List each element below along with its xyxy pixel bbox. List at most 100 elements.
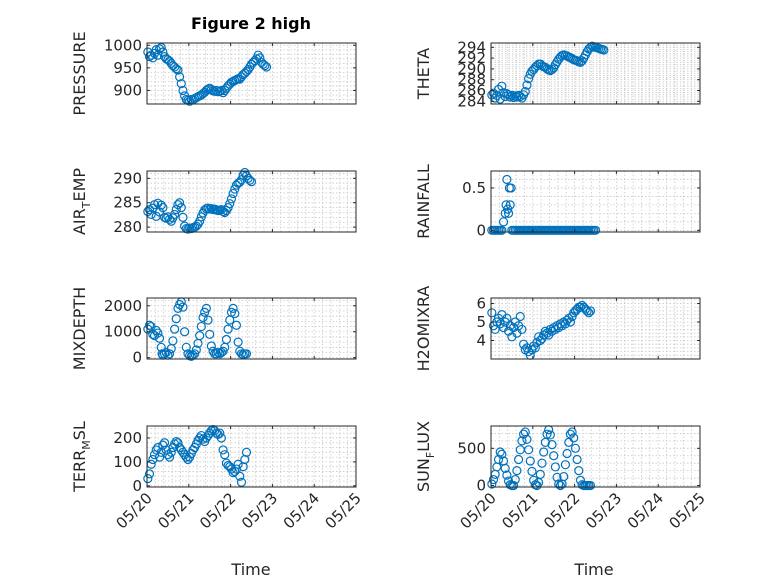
data-point bbox=[524, 445, 534, 455]
data-point bbox=[527, 466, 537, 476]
data-point bbox=[549, 451, 559, 461]
data-point bbox=[555, 480, 565, 491]
data-point bbox=[572, 454, 582, 465]
data-point bbox=[180, 450, 190, 460]
data-point bbox=[231, 74, 242, 85]
data-point bbox=[253, 50, 263, 60]
data-point bbox=[153, 442, 163, 453]
y-tick-label: 5 bbox=[476, 313, 486, 331]
data-point bbox=[487, 479, 497, 489]
data-point bbox=[498, 217, 509, 227]
data-point bbox=[198, 312, 208, 323]
data-point bbox=[560, 460, 571, 470]
data-point bbox=[495, 447, 505, 457]
y-tick-label: 280 bbox=[113, 218, 142, 236]
y-label-subscript: F bbox=[424, 452, 437, 458]
data-point bbox=[230, 308, 240, 319]
data-point bbox=[228, 303, 238, 313]
data-point bbox=[175, 442, 185, 453]
data-point bbox=[143, 474, 153, 484]
data-point bbox=[231, 320, 242, 330]
data-point bbox=[582, 306, 592, 316]
data-point bbox=[559, 471, 569, 482]
data-point bbox=[515, 311, 525, 322]
data-point bbox=[525, 456, 535, 466]
data-point bbox=[513, 454, 524, 465]
data-point bbox=[226, 194, 237, 204]
data-point bbox=[164, 452, 175, 462]
x-tick-label: 05/21 bbox=[498, 489, 541, 532]
y-tick-label: 290 bbox=[457, 60, 486, 78]
data-point bbox=[241, 447, 252, 457]
y-axis-label: PRESSURE bbox=[70, 31, 89, 115]
data-point bbox=[517, 324, 527, 335]
data-point bbox=[585, 306, 596, 316]
data-point bbox=[228, 188, 238, 199]
data-point bbox=[570, 443, 581, 453]
data-point bbox=[562, 448, 572, 459]
data-point bbox=[178, 85, 188, 96]
data-point bbox=[176, 79, 186, 89]
y-tick-label: 950 bbox=[113, 59, 142, 77]
data-point bbox=[171, 314, 181, 324]
data-point bbox=[231, 464, 242, 474]
y-tick-label: 4 bbox=[476, 332, 486, 350]
data-point bbox=[144, 469, 155, 479]
data-point bbox=[156, 42, 166, 53]
data-point bbox=[503, 90, 514, 100]
subplot-1: 900 950 1000 PRESSURE bbox=[70, 31, 357, 116]
y-tick-label: 285 bbox=[113, 194, 142, 212]
y-axis-label: MIXDEPTH bbox=[70, 287, 89, 370]
data-point bbox=[178, 212, 188, 222]
y-axis-label: H2OMIXRA bbox=[414, 286, 433, 372]
x-tick-label: 05/25 bbox=[666, 489, 709, 532]
data-point bbox=[178, 302, 188, 312]
data-point bbox=[148, 53, 158, 63]
data-point bbox=[166, 447, 176, 457]
x-tick-label: 05/23 bbox=[582, 489, 625, 532]
data-point bbox=[584, 308, 594, 318]
data-point bbox=[151, 325, 161, 336]
data-point bbox=[218, 445, 228, 455]
y-label-main: AIR bbox=[70, 208, 89, 235]
axes-frame bbox=[490, 297, 701, 360]
data-point bbox=[236, 477, 247, 487]
data-point bbox=[149, 450, 160, 460]
data-point bbox=[195, 331, 205, 341]
y-label-tail: SL bbox=[70, 421, 89, 440]
x-tick-label: 05/20 bbox=[457, 489, 500, 532]
y-tick-label: 1000 bbox=[104, 323, 142, 341]
data-point bbox=[233, 459, 243, 469]
data-point bbox=[181, 342, 191, 352]
data-point bbox=[522, 80, 532, 90]
data-point bbox=[195, 216, 205, 226]
data-point bbox=[506, 183, 516, 193]
data-point bbox=[176, 445, 186, 455]
data-point bbox=[206, 341, 216, 351]
y-tick-label: 6 bbox=[476, 295, 486, 313]
data-point bbox=[158, 440, 168, 450]
y-label-main: THETA bbox=[414, 48, 433, 100]
data-point bbox=[216, 85, 227, 96]
y-axis-label: THETA bbox=[414, 48, 433, 100]
data-point bbox=[260, 60, 270, 71]
y-tick-label: 288 bbox=[457, 71, 486, 89]
data-point bbox=[153, 328, 163, 338]
data-point bbox=[175, 72, 185, 82]
data-point bbox=[223, 324, 233, 334]
data-point bbox=[203, 315, 213, 325]
data-point bbox=[488, 474, 499, 485]
x-tick-label: 05/22 bbox=[196, 489, 239, 532]
y-label-main: H2OMIXRA bbox=[414, 286, 433, 372]
data-point bbox=[168, 336, 178, 346]
y-label-subscript: M bbox=[80, 440, 93, 450]
subplot-6: 456 H2OMIXRA bbox=[414, 286, 701, 372]
data-point bbox=[524, 74, 534, 84]
data-point bbox=[487, 308, 497, 318]
data-point bbox=[183, 224, 193, 234]
data-point bbox=[205, 329, 215, 339]
data-point bbox=[213, 347, 223, 358]
data-point bbox=[201, 303, 211, 313]
